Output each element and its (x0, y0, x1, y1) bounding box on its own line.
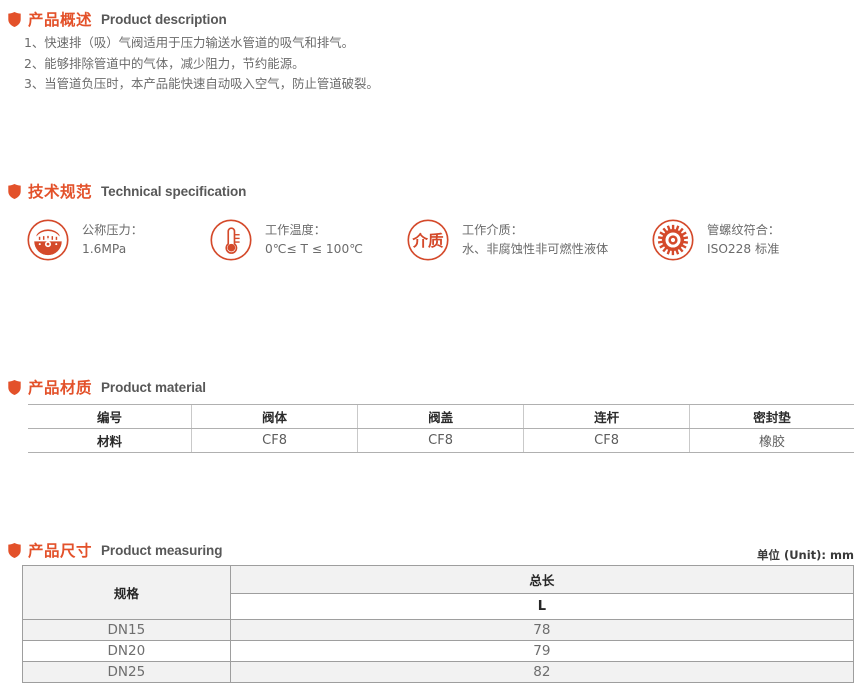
table-header-cell: 编号 (28, 404, 192, 429)
section-header-product-description: 产品概述 Product description (8, 8, 227, 30)
table-cell: 橡胶 (689, 428, 854, 453)
spec-value: 水、非腐蚀性非可燃性液体 (462, 242, 609, 256)
section-title-en: Product material (101, 379, 206, 395)
list-item: 2、能够排除管道中的气体，减少阻力，节约能源。 (24, 55, 305, 71)
table-header-cell-total: 总长 (229, 565, 855, 594)
spec-item-thread: 管螺纹符合： ISO228 标准 (651, 218, 780, 262)
section-title-cn: 产品概述 (28, 11, 93, 29)
spec-value: 1.6MPa (82, 242, 127, 256)
list-item: 1、快速排（吸）气阀适用于压力输送水管道的吸气和排气。 (24, 35, 355, 50)
table-header-cell-spec: 规格 (22, 565, 231, 620)
spec-item-temperature: 工作温度： 0℃≤ T ≤ 100℃ (209, 218, 363, 262)
thermometer-icon (210, 219, 252, 261)
table-cell-length: 78 (229, 619, 855, 641)
section-title-cn: 产品尺寸 (28, 542, 93, 560)
spec-text-pressure: 公称压力： 1.6MPa (82, 221, 143, 259)
table-row: 材料 CF8 CF8 CF8 橡胶 (28, 428, 854, 453)
table-row-header: 规格 总长 (22, 565, 855, 620)
table-row: DN15 78 (22, 619, 855, 641)
spec-label: 工作介质： (462, 223, 523, 237)
shield-icon (8, 11, 21, 27)
medium-icon: 介质 (407, 219, 449, 261)
table-header-cell: 阀体 (191, 404, 358, 429)
section-header-technical-specification: 技术规范 Technical specification (8, 180, 246, 202)
material-table: 编号 阀体 阀盖 连杆 密封垫 材料 CF8 CF8 CF8 橡胶 (28, 404, 854, 453)
shield-icon (8, 379, 21, 395)
spec-value: 0℃≤ T ≤ 100℃ (265, 242, 363, 256)
pressure-gauge-icon (27, 219, 69, 261)
table-cell: 材料 (28, 428, 192, 453)
table-row-subheader: L (23, 593, 855, 620)
table-row: DN20 79 (22, 640, 855, 662)
spec-item-medium: 介质 工作介质： 水、非腐蚀性非可燃性液体 (406, 218, 608, 262)
spec-label: 公称压力： (82, 223, 143, 237)
gear-icon (652, 219, 694, 261)
section-title-en: Product description (101, 11, 227, 27)
shield-icon (8, 542, 21, 558)
table-cell: CF8 (357, 428, 524, 453)
table-cell-spec: DN25 (22, 661, 231, 683)
table-cell-spec: DN20 (22, 640, 231, 662)
section-title-en: Technical specification (101, 183, 247, 199)
section-title-cn: 产品材质 (28, 379, 93, 397)
section-title-en: Product measuring (101, 542, 223, 558)
spec-label: 工作温度： (265, 223, 326, 237)
spec-text-medium: 工作介质： 水、非腐蚀性非可燃性液体 (462, 221, 608, 259)
spec-text-temperature: 工作温度： 0℃≤ T ≤ 100℃ (265, 221, 363, 259)
table-cell-length: 79 (229, 640, 855, 662)
description-list: 1、快速排（吸）气阀适用于压力输送水管道的吸气和排气。 2、能够排除管道中的气体… (24, 33, 379, 95)
table-cell: CF8 (191, 428, 358, 453)
unit-label: 单位 (Unit): mm (756, 548, 854, 562)
table-row: DN25 82 (22, 661, 855, 683)
shield-icon (8, 183, 21, 199)
table-row-header: 编号 阀体 阀盖 连杆 密封垫 (28, 404, 854, 429)
table-cell-length: 82 (229, 661, 855, 683)
table-header-cell: 密封垫 (689, 404, 854, 429)
table-subheader-cell-L: L (229, 593, 855, 620)
spec-label: 管螺纹符合： (707, 223, 781, 237)
section-header-product-measuring: 产品尺寸 Product measuring (8, 539, 222, 561)
spec-text-thread: 管螺纹符合： ISO228 标准 (707, 221, 780, 259)
table-cell: CF8 (523, 428, 690, 453)
spec-row: 公称压力： 1.6MPa 工作温度： 0℃≤ T ≤ 100℃ 介质 工作介质：… (0, 212, 860, 278)
spec-item-pressure: 公称压力： 1.6MPa (26, 218, 143, 262)
medium-icon-text: 介质 (411, 231, 444, 250)
section-header-product-material: 产品材质 Product material (8, 376, 206, 398)
measuring-table: 规格 总长 L DN15 78 DN20 79 DN25 82 (22, 565, 855, 683)
table-header-cell: 连杆 (523, 404, 690, 429)
section-title-cn: 技术规范 (28, 183, 93, 201)
table-header-cell: 阀盖 (357, 404, 524, 429)
table-cell-spec: DN15 (22, 619, 231, 641)
spec-value: ISO228 标准 (707, 242, 780, 256)
list-item: 3、当管道负压时，本产品能快速自动吸入空气，防止管道破裂。 (24, 76, 379, 91)
